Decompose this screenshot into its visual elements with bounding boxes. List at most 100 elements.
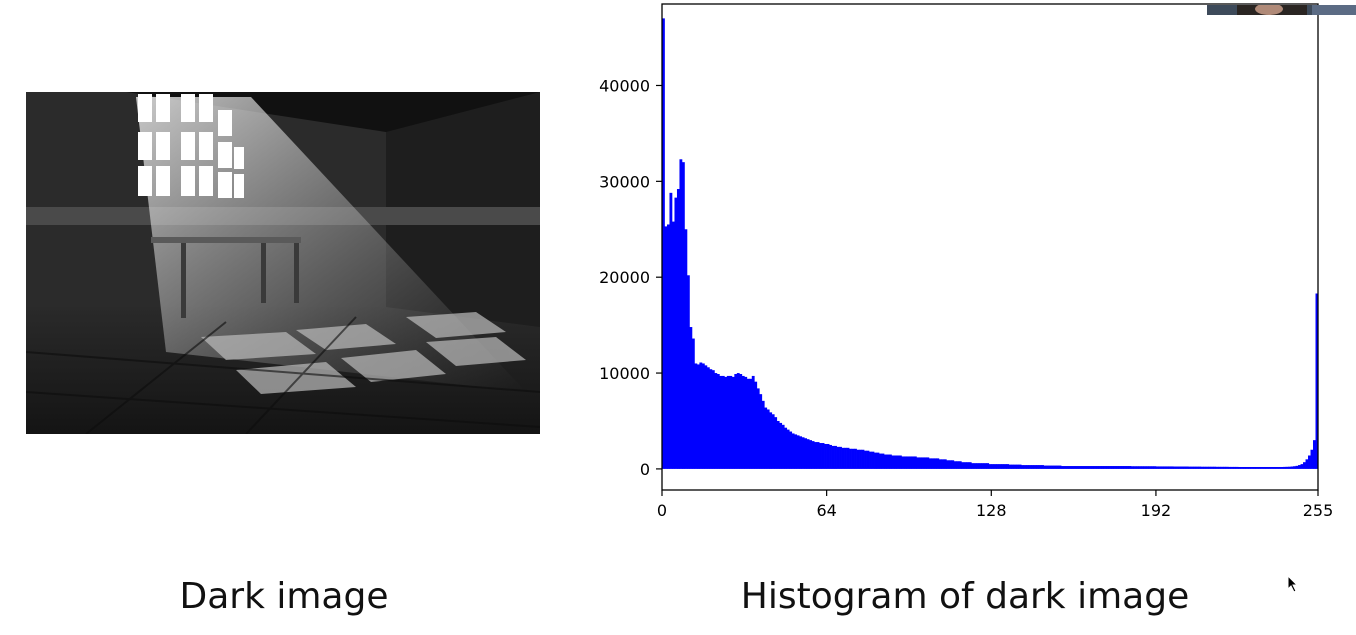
histogram-bar <box>1203 466 1207 469</box>
histogram-bar <box>1258 466 1261 469</box>
histogram-bar <box>1275 466 1279 469</box>
histogram-bar <box>1225 466 1229 469</box>
y-tick-label: 10000 <box>599 364 650 383</box>
histogram-bar <box>1268 466 1271 469</box>
histogram-bar <box>1138 466 1142 469</box>
histogram-bar <box>1011 464 1015 469</box>
histogram-bar <box>1240 466 1244 469</box>
histogram-bar <box>1228 466 1232 469</box>
histogram-bar <box>1180 466 1184 469</box>
histogram-bar <box>801 437 805 469</box>
histogram-bar <box>671 221 675 469</box>
histogram-bar <box>851 448 855 469</box>
histogram-bar <box>1031 465 1034 469</box>
histogram-bar <box>1315 293 1319 469</box>
histogram-bar <box>1091 466 1094 469</box>
histogram-bar <box>814 442 817 469</box>
histogram-bar <box>1130 466 1134 469</box>
histogram-bar <box>834 445 837 469</box>
histogram-bar <box>1238 466 1242 469</box>
histogram-bar <box>724 376 728 469</box>
histogram-bar <box>1293 466 1296 469</box>
histogram-bar <box>746 378 750 469</box>
histogram-bar <box>1280 466 1284 469</box>
histogram-bar <box>829 444 832 469</box>
histogram-bar <box>664 226 668 469</box>
histogram-bar <box>1143 466 1147 469</box>
histogram-bar <box>1056 465 1059 469</box>
histogram-bar <box>1076 466 1079 469</box>
x-tick-label: 255 <box>1303 501 1334 520</box>
histogram-bar <box>1133 466 1137 469</box>
histogram-bar <box>1190 466 1194 469</box>
histogram-bar <box>961 462 965 469</box>
y-tick-label: 40000 <box>599 76 650 95</box>
histogram-bar <box>1128 466 1132 469</box>
histogram-bar <box>846 447 850 469</box>
histogram-bar <box>861 449 865 469</box>
histogram-bar <box>836 446 840 469</box>
histogram-bar <box>696 364 700 469</box>
histogram-bar <box>1103 466 1107 469</box>
histogram-bar <box>1140 466 1144 469</box>
histogram-bar <box>1285 466 1289 469</box>
histogram-bar <box>1195 466 1199 469</box>
histogram-bar <box>786 429 790 469</box>
histogram-bar <box>1288 466 1291 469</box>
histogram-bar <box>662 18 665 469</box>
histogram-bar <box>1118 466 1122 469</box>
histogram-bar <box>759 394 763 469</box>
histogram-bar <box>966 462 970 469</box>
histogram-bar <box>1168 466 1172 469</box>
histogram-bar <box>824 443 827 469</box>
histogram-bar <box>761 400 765 469</box>
histogram-bar <box>906 456 910 469</box>
histogram-bar <box>1230 466 1234 469</box>
histogram-bar <box>1063 466 1067 469</box>
histogram-bar <box>764 407 768 469</box>
histogram-bar <box>946 460 950 469</box>
histogram-bar <box>928 458 932 469</box>
histogram-bar <box>791 433 795 469</box>
histogram-bar <box>849 448 852 469</box>
histogram-bar <box>714 373 718 469</box>
histogram-bar <box>789 431 793 469</box>
histogram-bar <box>864 450 867 469</box>
histogram-bar <box>923 457 927 469</box>
histogram-bar <box>1120 466 1124 469</box>
histogram-bar <box>896 455 900 469</box>
histogram-bar <box>1300 464 1304 469</box>
histogram-bar <box>1243 466 1247 469</box>
histogram-bar <box>913 456 917 469</box>
histogram-bar <box>691 338 695 469</box>
histogram-bar <box>806 439 810 469</box>
histogram-bar <box>1185 466 1189 469</box>
histogram-bar <box>986 463 990 469</box>
y-tick-label: 20000 <box>599 268 650 287</box>
histogram-bar <box>1308 455 1311 469</box>
histogram-bar <box>739 374 743 469</box>
x-tick-label: 64 <box>816 501 836 520</box>
histogram-bar <box>1233 466 1237 469</box>
histogram-bar <box>1021 465 1025 469</box>
histogram-bar <box>1003 464 1007 469</box>
histogram-bar <box>816 442 820 469</box>
histogram-bar <box>1006 464 1010 469</box>
histogram-bar <box>844 447 847 469</box>
histogram-bar <box>1295 465 1299 469</box>
histogram-bar <box>686 275 690 469</box>
histogram-bar <box>891 455 895 469</box>
histogram-bar <box>1283 466 1286 469</box>
histogram-bar <box>1183 466 1187 469</box>
histogram-bar <box>726 375 730 469</box>
plot-frame <box>661 3 1319 491</box>
x-tick-label: 192 <box>1141 501 1172 520</box>
histogram-bar <box>1046 465 1049 469</box>
histogram-bar <box>769 412 773 469</box>
histogram-bar <box>1113 466 1117 469</box>
histogram-bar <box>1173 466 1177 469</box>
histogram-bar <box>1303 462 1306 469</box>
histogram-bar <box>1125 466 1129 469</box>
histogram-bar <box>676 189 680 469</box>
